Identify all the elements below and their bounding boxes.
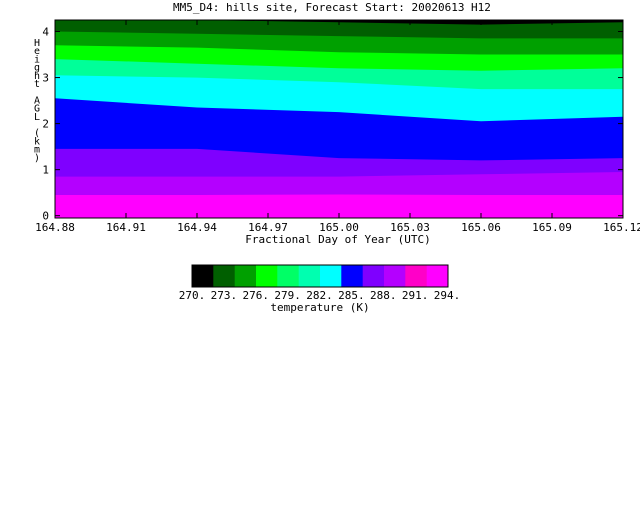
y-tick-label: 3 (42, 72, 49, 85)
colorbar-swatch (405, 265, 428, 287)
colorbar-swatch (234, 265, 257, 287)
x-tick-label: 165.12 (603, 221, 640, 234)
colorbar-tick-label: 291. (402, 289, 429, 302)
x-tick-label: 165.03 (390, 221, 430, 234)
colorbar-tick-label: 279. (274, 289, 301, 302)
x-tick-label: 164.94 (177, 221, 217, 234)
colorbar-label: temperature (K) (270, 301, 369, 314)
colorbar-tick-label: 288. (370, 289, 397, 302)
colorbar-swatch (298, 265, 321, 287)
y-axis: 0 1 2 3 4 (42, 26, 623, 223)
colorbar-tick-label: 276. (243, 289, 270, 302)
chart-title: MM5_D4: hills site, Forecast Start: 2002… (173, 1, 491, 14)
colorbar-swatch (192, 265, 214, 287)
colorbar-swatch (213, 265, 236, 287)
colorbar-tick-label: 273. (211, 289, 238, 302)
colorbar-swatch (341, 265, 364, 287)
colorbar-swatch (362, 265, 385, 287)
colorbar-swatch (384, 265, 406, 287)
colorbar-tick-label: 285. (338, 289, 365, 302)
y-tick-label: 1 (42, 164, 49, 177)
colorbar: 270. 273. 276. 279. 282. 285. 288. 291. 294. (179, 264, 461, 302)
colorbar-swatch (277, 265, 300, 287)
colorbar-swatch (256, 265, 278, 287)
x-axis: 164.88 164.91 164.94 164.97 165.00 165.03 165.… (35, 20, 640, 234)
colorbar-tick-label: 294. (434, 289, 461, 302)
x-tick-label: 165.06 (461, 221, 501, 234)
colorbar-swatch (320, 265, 342, 287)
contour-bands (55, 20, 623, 218)
colorbar-swatch (426, 265, 449, 287)
x-tick-label: 164.91 (106, 221, 146, 234)
x-tick-label: 165.00 (319, 221, 359, 234)
y-tick-label: 4 (42, 26, 49, 39)
colorbar-tick-label: 270. (179, 289, 206, 302)
colorbar-tick-label: 282. (306, 289, 333, 302)
x-tick-label: 164.97 (248, 221, 288, 234)
x-axis-label: Fractional Day of Year (UTC) (245, 233, 430, 246)
y-tick-label: 0 (42, 210, 49, 223)
x-tick-label: 165.09 (532, 221, 572, 234)
colorbar-frame (191, 264, 449, 288)
x-tick-label: 164.88 (35, 221, 75, 234)
y-tick-label: 2 (42, 118, 49, 131)
